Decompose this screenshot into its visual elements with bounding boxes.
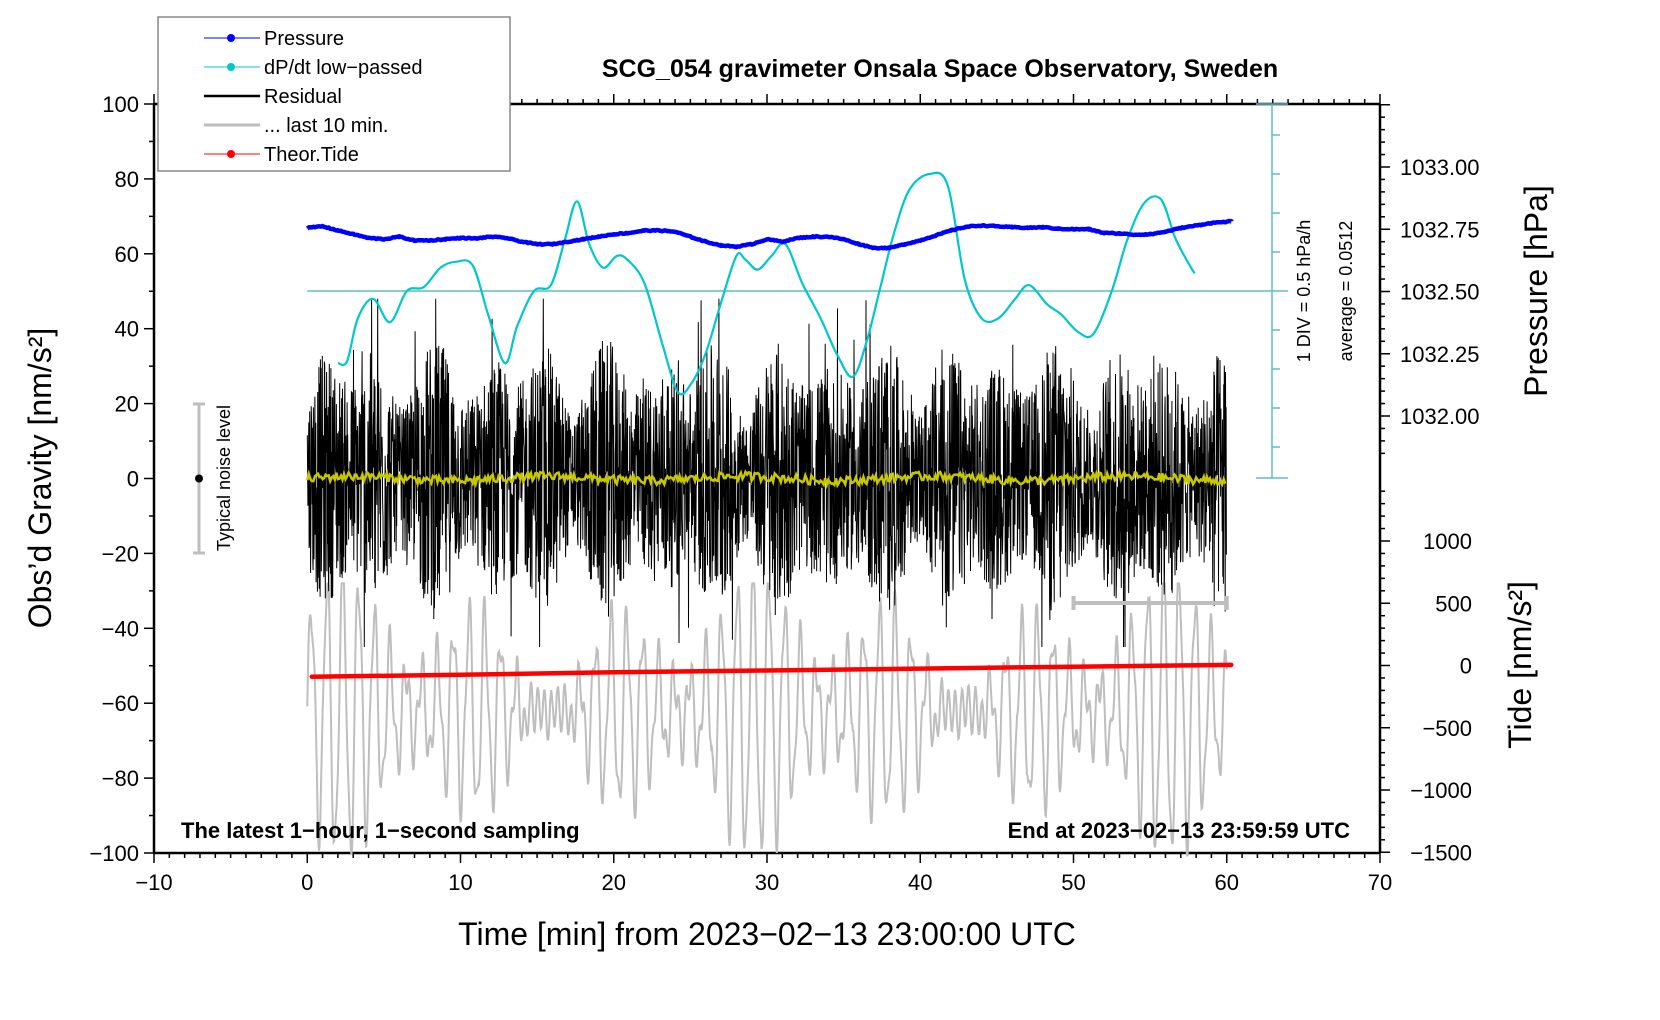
legend-label: ... last 10 min. xyxy=(264,115,389,137)
series-residual xyxy=(306,298,1227,648)
legend-swatch-marker xyxy=(227,150,235,158)
legend-label: dP/dt low−passed xyxy=(264,57,422,79)
tide-tick-label: −1500 xyxy=(1410,840,1472,865)
noise-level-indicator: Typical noise level xyxy=(193,402,234,555)
y-tick-label: 0 xyxy=(127,467,139,492)
y-tick-label: −80 xyxy=(102,766,139,791)
x-tick-label: 0 xyxy=(301,870,313,895)
axis-tick-labels: −10 0 10 20 30 40 50 60 70−100−80−60−40−20020406… xyxy=(89,92,1479,895)
x-tick-label: −10 xyxy=(135,870,172,895)
last-10-min-bracket xyxy=(1071,596,1229,610)
x-tick-label: 30 xyxy=(755,870,779,895)
series-theor-tide xyxy=(309,662,1234,679)
residual-line xyxy=(306,298,1227,648)
y-tick-label: −20 xyxy=(102,541,139,566)
legend: Pressure dP/dt low−passed Residual ... last… xyxy=(157,16,511,172)
y-tick-label: 80 xyxy=(115,167,139,192)
y-tick-label: −40 xyxy=(102,616,139,641)
x-tick-label: 60 xyxy=(1215,870,1239,895)
noise-center-dot xyxy=(195,474,203,483)
y-tick-label: 40 xyxy=(115,317,139,342)
legend-swatch-marker xyxy=(227,63,235,71)
tide-tick-label: 1000 xyxy=(1423,529,1472,554)
legend-label: Pressure xyxy=(264,28,344,50)
x-tick-label: 70 xyxy=(1368,870,1392,895)
legend-label: Theor.Tide xyxy=(264,144,359,166)
legend-swatch-marker xyxy=(227,34,235,42)
y-tick-label: 100 xyxy=(102,92,139,117)
residual-smoothed-line xyxy=(306,467,1227,490)
tide-tick-label: −500 xyxy=(1422,716,1472,741)
series-residual-smoothed xyxy=(306,467,1227,490)
tide-line xyxy=(309,662,1234,679)
y-tick-label: 20 xyxy=(115,392,139,417)
pressure-tick-label: 1032.75 xyxy=(1400,217,1480,242)
series-last-10-min xyxy=(306,582,1228,857)
pressure-tick-label: 1032.50 xyxy=(1400,280,1480,305)
tide-tick-label: 0 xyxy=(1460,654,1472,679)
dpdt-scale-label: 1 DIV = 0.5 hPa/h xyxy=(1294,220,1314,363)
series-dpdt xyxy=(337,171,1196,396)
dpdt-scale-axis xyxy=(307,103,1288,479)
y-axis-title-pressure: Pressure [hPa] xyxy=(1518,185,1554,397)
pressure-line xyxy=(305,218,1234,251)
tide-tick-label: −1000 xyxy=(1410,778,1472,803)
bottom-right-annotation: End at 2023−02−13 23:59:59 UTC xyxy=(1008,818,1351,843)
dpdt-average-label: average = 0.0512 xyxy=(1336,221,1356,362)
y-axis-title-tide: Tide [nm/s²] xyxy=(1502,581,1538,749)
pressure-tick-label: 1032.25 xyxy=(1400,342,1480,367)
legend-box xyxy=(157,16,511,172)
y-tick-label: −100 xyxy=(89,841,139,866)
tide-tick-label: 500 xyxy=(1435,591,1472,616)
series-pressure xyxy=(305,218,1234,251)
x-tick-label: 40 xyxy=(908,870,932,895)
y-tick-label: 60 xyxy=(115,242,139,267)
y-axis-title-left: Obs’d Gravity [nm/s²] xyxy=(22,328,58,629)
axis-ticks xyxy=(144,94,1390,863)
noise-label: Typical noise level xyxy=(214,405,234,551)
dpdt-line xyxy=(337,171,1196,396)
legend-label: Residual xyxy=(264,86,342,108)
bottom-left-annotation: The latest 1−hour, 1−second sampling xyxy=(181,818,580,843)
x-tick-label: 20 xyxy=(602,870,626,895)
x-tick-label: 10 xyxy=(448,870,472,895)
chart-title: SCG_054 gravimeter Onsala Space Observat… xyxy=(602,55,1278,83)
last-10-min-line xyxy=(306,582,1228,857)
pressure-tick-label: 1032.00 xyxy=(1400,404,1480,429)
pressure-tick-label: 1033.00 xyxy=(1400,155,1480,180)
x-axis-title: Time [min] from 2023−02−13 23:00:00 UTC xyxy=(458,916,1076,952)
x-tick-label: 50 xyxy=(1061,870,1085,895)
y-tick-label: −60 xyxy=(102,691,139,716)
